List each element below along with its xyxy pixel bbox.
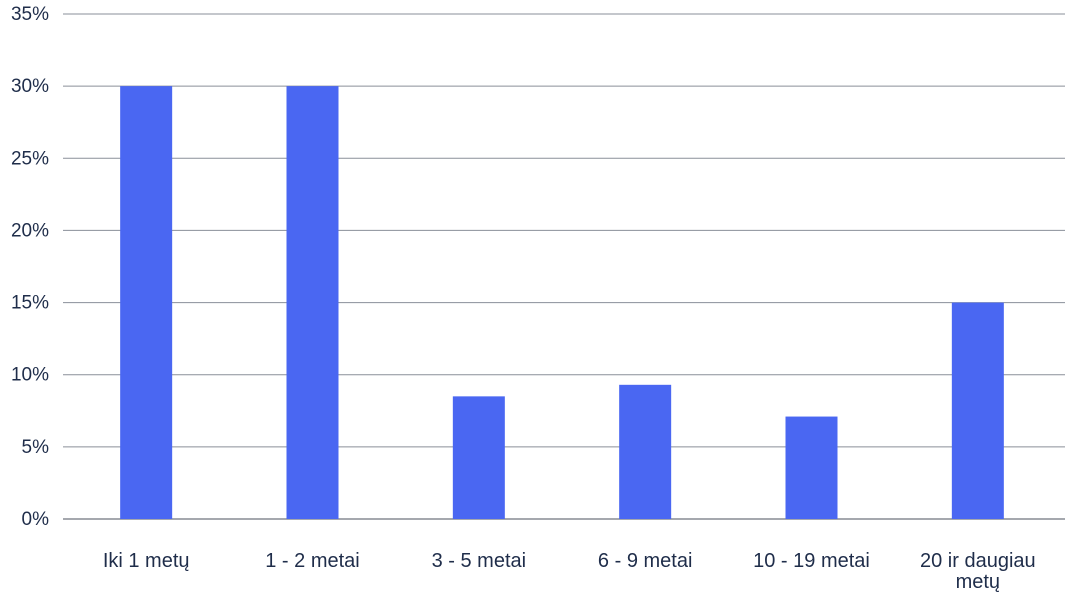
x-category-label: 6 - 9 metai (598, 550, 692, 572)
x-axis-category-labels: Iki 1 metų 1 - 2 metai 3 - 5 metai 6 - 9 me… (103, 550, 1036, 593)
bar (785, 416, 838, 519)
x-category-label: 1 - 2 metai (265, 550, 359, 572)
bar (951, 302, 1004, 519)
y-tick-label: 0% (22, 509, 50, 530)
y-tick-label: 35% (11, 4, 49, 25)
y-axis-tick-labels: 0% 5% 10% 15% 20% 25% 30% 35% (11, 4, 49, 530)
bar (286, 86, 339, 520)
bar (452, 396, 505, 519)
x-category-label: 20 ir daugiau metų (920, 550, 1036, 593)
y-tick-label: 20% (11, 220, 49, 241)
bars (120, 86, 1004, 520)
gridlines (63, 13, 1065, 520)
y-tick-label: 5% (22, 437, 50, 458)
x-category-label: 3 - 5 metai (432, 550, 526, 572)
x-category-label: 10 - 19 metai (753, 550, 870, 572)
y-tick-label: 15% (11, 293, 49, 314)
bar (619, 384, 672, 519)
y-tick-label: 30% (11, 76, 49, 97)
y-tick-label: 25% (11, 148, 49, 169)
bar (120, 86, 173, 520)
x-category-label: Iki 1 metų (103, 550, 190, 572)
y-tick-label: 10% (11, 365, 49, 386)
